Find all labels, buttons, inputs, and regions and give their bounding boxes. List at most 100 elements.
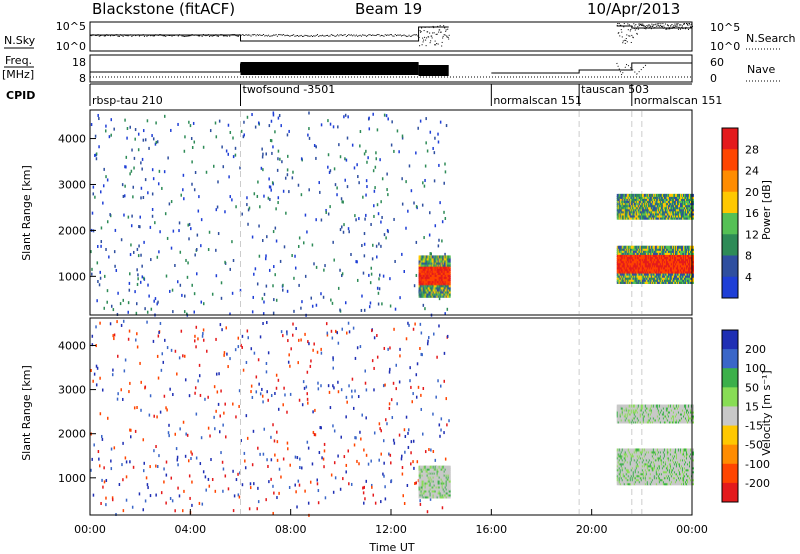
power-echo-cell bbox=[644, 256, 647, 260]
velocity-echo-cell bbox=[422, 483, 425, 487]
power-echo-cell bbox=[440, 255, 443, 259]
power-echo-cell bbox=[646, 193, 649, 197]
power-noise-cell bbox=[225, 149, 228, 153]
power-echo-cell bbox=[643, 193, 646, 197]
power-noise-cell bbox=[231, 240, 233, 244]
velocity-echo-cell bbox=[425, 491, 428, 495]
power-echo-cell bbox=[431, 280, 434, 284]
power-echo-cell bbox=[661, 249, 664, 253]
power-noise-cell bbox=[251, 310, 254, 314]
velocity-noise-cell bbox=[191, 503, 193, 507]
power-echo-cell bbox=[442, 286, 445, 290]
power-echo-cell bbox=[659, 272, 662, 276]
velocity-echo-cell bbox=[418, 495, 421, 499]
power-echo-cell bbox=[624, 198, 627, 202]
power-echo-cell bbox=[618, 208, 621, 212]
velocity-noise-cell bbox=[176, 372, 178, 376]
velocity-noise-cell bbox=[219, 323, 222, 327]
power-echo-cell bbox=[664, 262, 667, 266]
power-echo-cell bbox=[660, 195, 663, 199]
power-noise-cell bbox=[232, 136, 234, 140]
power-noise-cell bbox=[365, 149, 367, 153]
power-echo-cell bbox=[684, 256, 687, 260]
power-echo-cell bbox=[666, 268, 669, 272]
velocity-echo-cell bbox=[434, 489, 437, 493]
noise-sky-point bbox=[209, 35, 211, 37]
power-echo-cell bbox=[671, 214, 674, 218]
power-echo-cell bbox=[686, 200, 689, 204]
power-echo-cell bbox=[648, 268, 651, 272]
noise-sky-point bbox=[143, 35, 145, 37]
power-echo-cell bbox=[676, 198, 679, 202]
power-echo-cell bbox=[426, 286, 429, 290]
power-noise-cell bbox=[140, 196, 142, 200]
power-echo-cell bbox=[651, 249, 654, 253]
noise-sky-point bbox=[660, 23, 662, 25]
power-echo-cell bbox=[641, 247, 644, 251]
power-echo-cell bbox=[647, 193, 650, 197]
power-echo-cell bbox=[656, 210, 659, 214]
power-echo-cell bbox=[682, 245, 685, 249]
power-echo-cell bbox=[630, 264, 633, 268]
power-echo-cell bbox=[676, 214, 679, 218]
power-echo-cell bbox=[643, 270, 646, 274]
power-echo-cell bbox=[674, 249, 677, 253]
power-echo-cell bbox=[649, 268, 652, 272]
power-echo-cell bbox=[619, 208, 622, 212]
power-echo-cell bbox=[650, 214, 653, 218]
power-noise-cell bbox=[280, 124, 282, 128]
noise-sky-point bbox=[417, 35, 419, 37]
power-echo-cell bbox=[665, 204, 668, 208]
power-echo-cell bbox=[626, 256, 629, 260]
power-echo-cell bbox=[661, 206, 664, 210]
power-echo-cell bbox=[419, 271, 422, 275]
velocity-noise-cell bbox=[115, 512, 117, 516]
velocity-noise-cell bbox=[177, 486, 179, 490]
power-echo-cell bbox=[642, 254, 645, 258]
power-echo-cell bbox=[427, 274, 430, 278]
power-echo-cell bbox=[646, 268, 649, 272]
noise-sky-point bbox=[310, 35, 312, 37]
velocity-noise-cell bbox=[286, 441, 289, 445]
power-noise-cell bbox=[264, 257, 267, 261]
noise-sky-point bbox=[422, 41, 424, 43]
power-echo-cell bbox=[421, 257, 424, 261]
velocity-echo-cell bbox=[424, 473, 427, 477]
power-noise-cell bbox=[362, 271, 365, 275]
velocity-echo-cell bbox=[430, 467, 433, 471]
noise-sky-point bbox=[244, 34, 246, 36]
velocity-noise-cell bbox=[280, 330, 283, 334]
power-echo-cell bbox=[657, 266, 660, 270]
power-echo-cell bbox=[677, 214, 680, 218]
velocity-echo-cell bbox=[429, 491, 432, 495]
power-echo-cell bbox=[441, 288, 444, 292]
power-echo-cell bbox=[640, 212, 643, 216]
noise-sky-point bbox=[436, 43, 438, 45]
noise-sky-point bbox=[664, 27, 666, 29]
power-echo-cell bbox=[439, 280, 442, 284]
noise-sky-point bbox=[200, 34, 202, 36]
velocity-noise-cell bbox=[324, 496, 327, 500]
power-echo-cell bbox=[663, 268, 666, 272]
velocity-noise-cell bbox=[97, 450, 100, 454]
power-echo-cell bbox=[672, 262, 675, 266]
power-echo-cell bbox=[627, 195, 630, 199]
power-echo-cell bbox=[630, 214, 633, 218]
power-noise-cell bbox=[172, 229, 175, 233]
power-echo-cell bbox=[625, 206, 628, 210]
power-echo-cell bbox=[648, 249, 651, 253]
power-echo-cell bbox=[671, 276, 674, 280]
power-echo-cell bbox=[647, 260, 650, 264]
power-echo-cell bbox=[668, 266, 671, 270]
power-echo-cell bbox=[632, 274, 635, 278]
power-echo-cell bbox=[669, 256, 672, 260]
velocity-noise-cell bbox=[267, 398, 269, 402]
power-noise-cell bbox=[142, 196, 145, 200]
power-noise-cell bbox=[246, 203, 248, 207]
power-echo-cell bbox=[427, 269, 430, 273]
power-echo-cell bbox=[681, 272, 684, 276]
power-echo-cell bbox=[646, 251, 649, 255]
noise-sky-point bbox=[368, 34, 370, 36]
power-noise-cell bbox=[286, 173, 289, 177]
velocity-echo-cell bbox=[429, 493, 432, 497]
